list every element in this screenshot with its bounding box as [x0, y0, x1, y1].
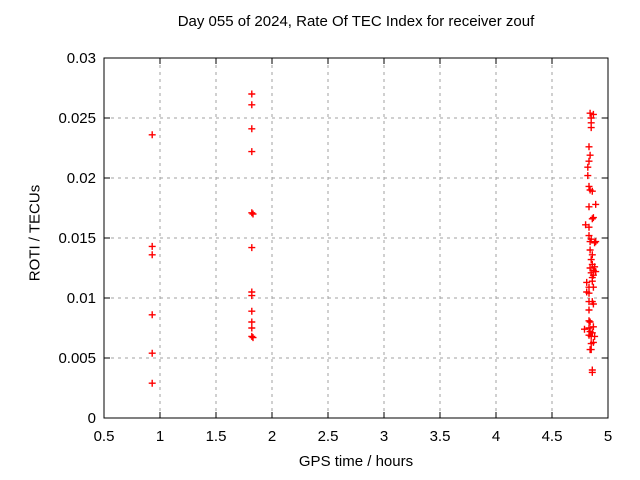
x-tick-label: 3: [380, 428, 388, 445]
x-tick-label: 4: [492, 428, 500, 445]
y-tick-label: 0.02: [67, 170, 96, 187]
x-tick-label: 2.5: [318, 428, 339, 445]
y-tick-label: 0.03: [67, 50, 96, 67]
y-tick-label: 0.005: [58, 350, 96, 367]
x-tick-label: 1: [156, 428, 164, 445]
x-axis-title: GPS time / hours: [298, 453, 414, 470]
y-tick-label: 0.01: [67, 290, 96, 307]
x-tick-label: 3.5: [430, 428, 451, 445]
y-tick-label: 0.025: [58, 110, 96, 127]
data-points-roti: [148, 90, 600, 387]
x-tick-label: 5: [604, 428, 612, 445]
x-tick-label: 2: [268, 428, 276, 445]
x-tick-label: 1.5: [206, 428, 227, 445]
x-tick-label: 0.5: [94, 428, 115, 445]
y-tick-label: 0: [88, 410, 96, 427]
chart-title: Day 055 of 2024, Rate Of TEC Index for r…: [177, 13, 535, 30]
x-tick-label: 4.5: [542, 428, 563, 445]
y-tick-label: 0.015: [58, 230, 96, 247]
